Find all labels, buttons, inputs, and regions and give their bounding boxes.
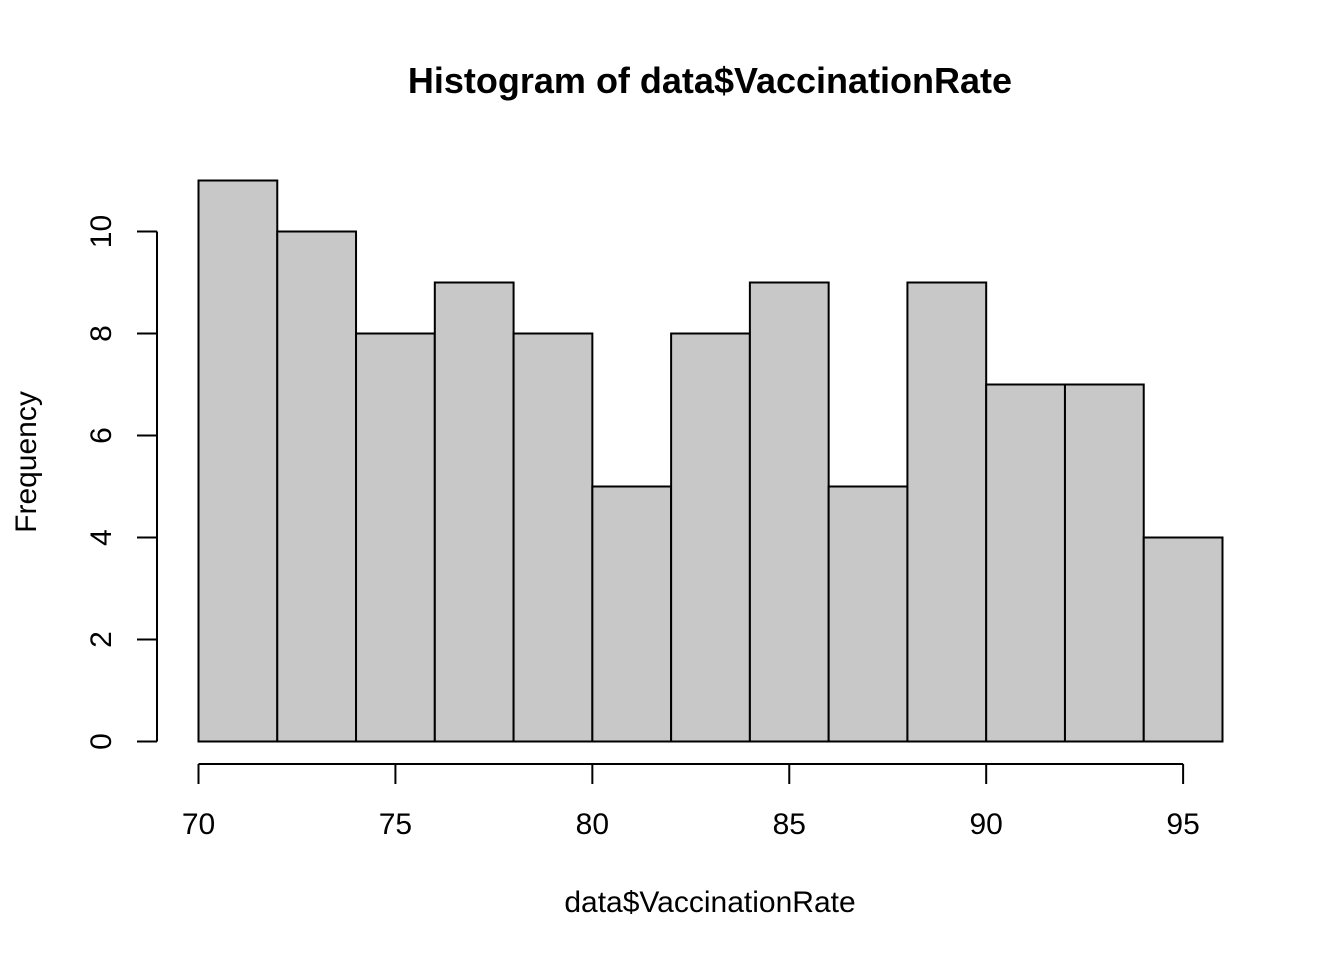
histogram-bar: [906, 281, 988, 743]
histogram-bar: [276, 230, 358, 743]
histogram-bar: [512, 332, 594, 743]
y-axis: 0 2 4 6 8 10: [85, 215, 158, 750]
x-tick-label: 75: [379, 808, 412, 841]
y-axis-label: Frequency: [10, 391, 43, 533]
histogram-bar: [197, 179, 279, 743]
x-tick-label: 70: [182, 808, 215, 841]
y-tick-label: 10: [85, 215, 118, 248]
histogram-bar: [748, 281, 830, 743]
x-axis: 70 75 80 85 90 95: [182, 763, 1200, 841]
x-tick-label: 90: [970, 808, 1003, 841]
y-tick-label: 8: [85, 325, 118, 342]
y-tick-label: 2: [85, 631, 118, 648]
x-tick-label: 85: [773, 808, 806, 841]
bars-layer: [197, 179, 1224, 743]
x-axis-label: data$VaccinationRate: [564, 886, 855, 919]
x-tick-label: 95: [1166, 808, 1199, 841]
chart-title: Histogram of data$VaccinationRate: [408, 60, 1012, 101]
histogram-bar: [670, 332, 751, 743]
histogram-bar: [985, 383, 1066, 743]
y-tick-label: 0: [85, 733, 118, 750]
histogram-bar: [1063, 383, 1145, 743]
histogram-bar: [355, 332, 436, 743]
y-tick-label: 4: [85, 529, 118, 546]
histogram-bar: [591, 485, 673, 743]
histogram-bar: [827, 485, 909, 743]
histogram-bar: [433, 281, 515, 743]
y-tick-label: 6: [85, 427, 118, 444]
x-tick-label: 80: [576, 808, 609, 841]
histogram-bar: [1142, 536, 1224, 743]
